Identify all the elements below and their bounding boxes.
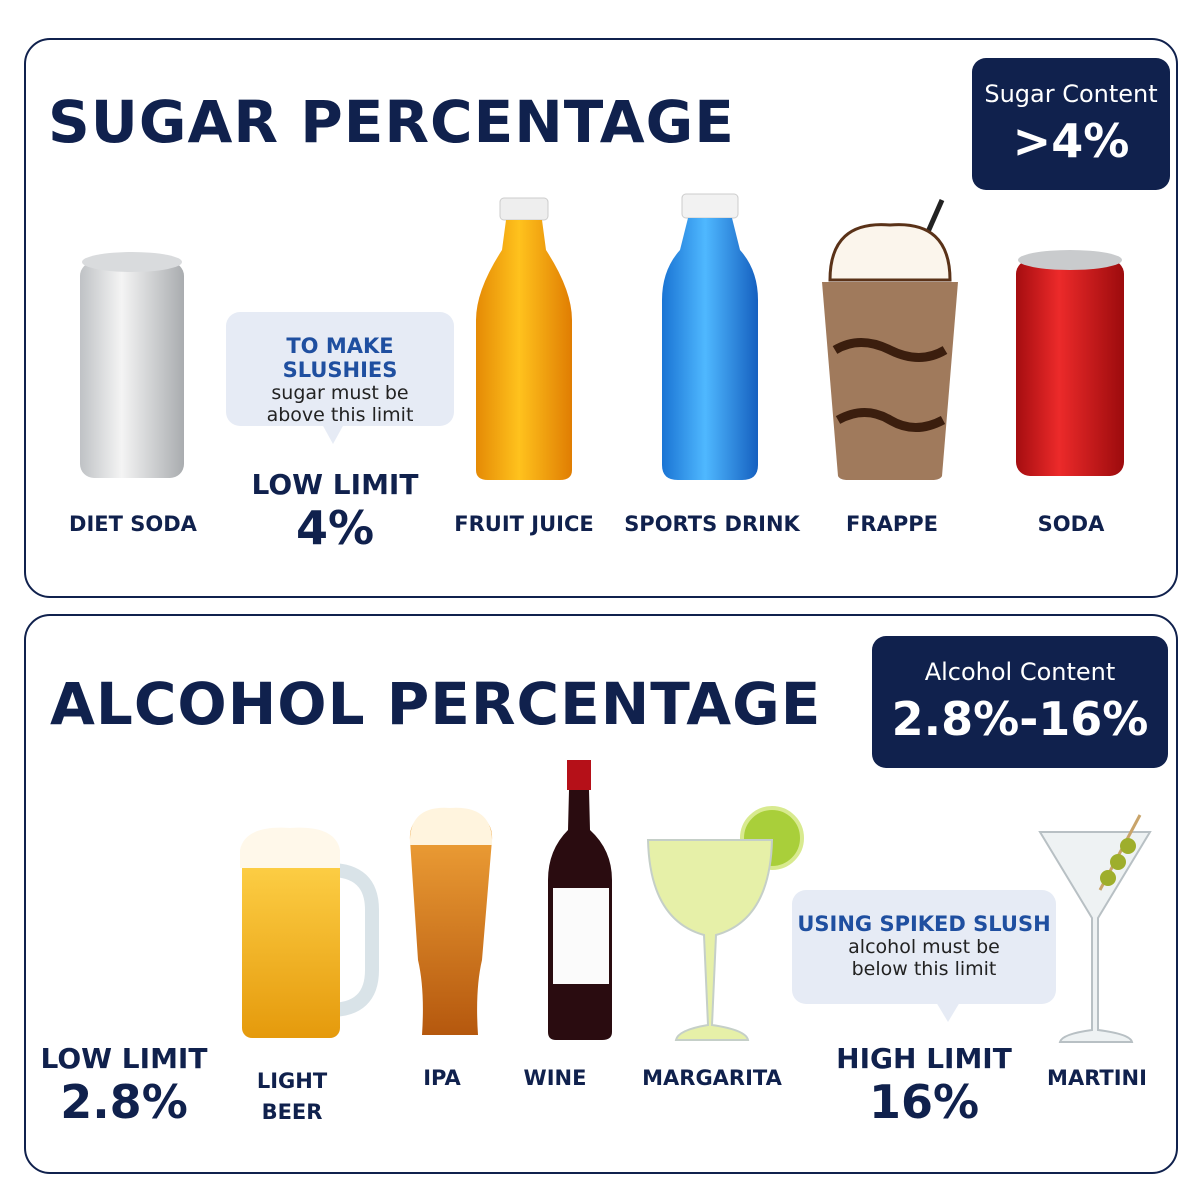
callout-tail xyxy=(936,1002,960,1022)
limit-label: LOW LIMIT xyxy=(40,1042,208,1075)
callout-line: sugar must be xyxy=(271,382,409,404)
sugar-panel: SUGAR PERCENTAGE Sugar Content >4% TO MA… xyxy=(24,38,1178,598)
callout-heading: TO MAKE SLUSHIES xyxy=(282,334,398,382)
callout-line: above this limit xyxy=(266,404,414,426)
callout-tail xyxy=(322,424,344,444)
limit: LOW LIMIT 2.8% xyxy=(14,1042,234,1129)
limit-value: 4% xyxy=(295,501,375,555)
ipa-glass xyxy=(409,807,493,1035)
badge-value: 2.8%-16% xyxy=(891,692,1149,746)
item-label: SODA xyxy=(1037,512,1105,536)
martini-glass xyxy=(1038,814,1152,1043)
item-label: LIGHT BEER xyxy=(256,1069,328,1124)
item-label: IPA xyxy=(423,1066,461,1090)
badge-label: Sugar Content xyxy=(984,80,1158,108)
limit: HIGH LIMIT 16% xyxy=(814,1042,1034,1129)
limit-value: 16% xyxy=(868,1075,980,1129)
limit-label: HIGH LIMIT xyxy=(836,1042,1012,1075)
badge-value: >4% xyxy=(1012,114,1130,168)
panel-title: SUGAR PERCENTAGE xyxy=(48,88,735,156)
beer-mug xyxy=(240,827,379,1038)
badge-label: Alcohol Content xyxy=(924,658,1116,686)
limit: LOW LIMIT 4% xyxy=(225,468,445,555)
item-label: MARGARITA xyxy=(642,1066,782,1090)
sports-bottle xyxy=(662,193,758,480)
item-label: FRAPPE xyxy=(846,512,938,536)
callout-line: below this limit xyxy=(851,958,997,980)
limit-label: LOW LIMIT xyxy=(251,468,419,501)
panel-title: ALCOHOL PERCENTAGE xyxy=(50,670,822,738)
callout: TO MAKE SLUSHIES sugar must be above thi… xyxy=(226,312,454,426)
juice-bottle xyxy=(476,197,572,480)
callout: USING SPIKED SLUSH alcohol must be below… xyxy=(792,890,1056,1004)
item-label: MARTINI xyxy=(1047,1066,1147,1090)
wine-bottle xyxy=(548,760,612,1040)
callout-heading: USING SPIKED SLUSH xyxy=(797,912,1051,936)
diet-soda-can xyxy=(80,252,184,478)
item-label: SPORTS DRINK xyxy=(624,512,800,536)
alcohol-panel: ALCOHOL PERCENTAGE Alcohol Content 2.8%-… xyxy=(24,614,1178,1174)
margarita-glass xyxy=(646,806,804,1041)
frappe-cup xyxy=(822,198,958,480)
limit-value: 2.8% xyxy=(60,1075,188,1129)
item-label: FRUIT JUICE xyxy=(454,512,594,536)
callout-line: alcohol must be xyxy=(848,936,1000,958)
item-label: DIET SODA xyxy=(69,512,197,536)
soda-can xyxy=(1016,250,1124,476)
badge: Alcohol Content 2.8%-16% xyxy=(872,636,1168,768)
badge: Sugar Content >4% xyxy=(972,58,1170,190)
item-label: WINE xyxy=(523,1066,587,1090)
